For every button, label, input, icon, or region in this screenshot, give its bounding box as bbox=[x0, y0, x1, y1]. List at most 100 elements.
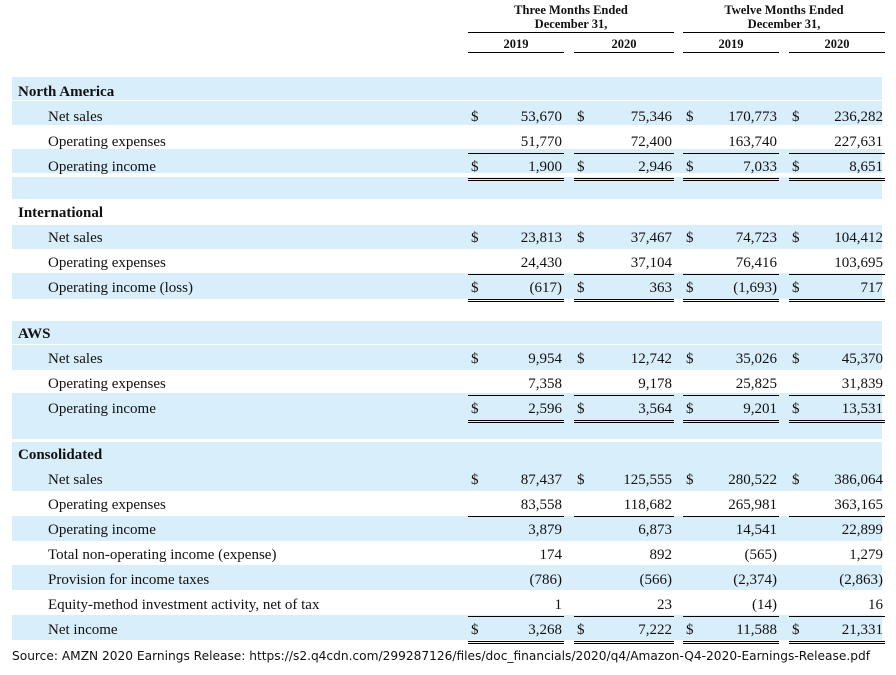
table-row: Provision for income taxes (786) (566) (2,3… bbox=[0, 568, 896, 593]
section-title: Consolidated bbox=[18, 447, 103, 463]
cell-value: 16 bbox=[868, 597, 883, 613]
value-cell: 6,873 bbox=[574, 522, 674, 541]
row-label: Operating expenses bbox=[48, 134, 166, 150]
currency-symbol: $ bbox=[792, 230, 800, 246]
value-cell: 227,631 bbox=[789, 134, 885, 154]
currency-symbol: $ bbox=[471, 280, 479, 296]
value-cell: $ (1,693) bbox=[683, 280, 779, 302]
cell-value: 3,879 bbox=[528, 522, 562, 538]
cell-value: 9,201 bbox=[743, 401, 777, 417]
table-row: Operating income (loss) $ (617) $363 $ (1,693… bbox=[0, 276, 896, 302]
header-group-subtitle: December 31, bbox=[534, 17, 608, 31]
table-row: Net sales $87,437 $125,555 $280,522 $386,064 bbox=[0, 468, 896, 493]
value-cell: $7,033 bbox=[683, 159, 779, 181]
cell-value: 13,531 bbox=[841, 401, 883, 417]
cell-value: 2,596 bbox=[528, 401, 562, 417]
section-header: North America bbox=[0, 80, 896, 105]
value-cell: (2,863) bbox=[789, 572, 885, 591]
row-stripe bbox=[12, 273, 882, 299]
currency-symbol: $ bbox=[686, 351, 694, 367]
value-cell: $23,813 bbox=[468, 230, 564, 249]
value-cell: 265,981 bbox=[683, 497, 779, 517]
value-cell: $9,954 bbox=[468, 351, 564, 370]
cell-value: 9,178 bbox=[638, 376, 672, 392]
value-cell: $363 bbox=[574, 280, 674, 302]
cell-value: 74,723 bbox=[735, 230, 777, 246]
currency-symbol: $ bbox=[577, 159, 585, 175]
table-row: Net income $3,268 $7,222 $11,588 $21,331 bbox=[0, 618, 896, 644]
value-cell: $8,651 bbox=[789, 159, 885, 181]
currency-symbol: $ bbox=[686, 622, 694, 638]
cell-value: 104,412 bbox=[834, 230, 883, 246]
currency-symbol: $ bbox=[577, 622, 585, 638]
currency-symbol: $ bbox=[792, 351, 800, 367]
header-group-title: Three Months Ended bbox=[514, 3, 628, 17]
value-cell: $2,596 bbox=[468, 401, 564, 423]
row-stripe bbox=[12, 77, 882, 100]
row-stripe bbox=[12, 615, 882, 640]
section-title: AWS bbox=[18, 326, 51, 342]
value-cell: 76,416 bbox=[683, 255, 779, 275]
value-cell: (565) bbox=[683, 547, 779, 566]
cell-value: 170,773 bbox=[728, 109, 777, 125]
value-cell: 22,899 bbox=[789, 522, 885, 541]
row-stripe bbox=[12, 101, 882, 125]
value-cell: 14,541 bbox=[683, 522, 779, 541]
value-cell: (2,374) bbox=[683, 572, 779, 591]
currency-symbol: $ bbox=[471, 472, 479, 488]
currency-symbol: $ bbox=[792, 472, 800, 488]
cell-value: 83,558 bbox=[520, 497, 562, 513]
year-header: 2020 bbox=[824, 37, 850, 51]
value-cell: $236,282 bbox=[789, 109, 885, 128]
cell-value: 892 bbox=[649, 547, 673, 563]
currency-symbol: $ bbox=[471, 351, 479, 367]
row-label: Net sales bbox=[48, 472, 103, 488]
cell-value: 14,541 bbox=[735, 522, 777, 538]
value-cell: $35,026 bbox=[683, 351, 779, 370]
value-cell: 103,695 bbox=[789, 255, 885, 275]
value-cell: (14) bbox=[683, 597, 779, 617]
value-cell: (786) bbox=[468, 572, 564, 591]
currency-symbol: $ bbox=[792, 280, 800, 296]
currency-symbol: $ bbox=[577, 472, 585, 488]
cell-value: 3,564 bbox=[638, 401, 672, 417]
cell-value: 9,954 bbox=[528, 351, 562, 367]
row-stripe bbox=[12, 516, 882, 541]
value-cell: $45,370 bbox=[789, 351, 885, 370]
currency-symbol: $ bbox=[471, 622, 479, 638]
value-cell: 16 bbox=[789, 597, 885, 617]
table-row: Operating expenses 83,558 118,682 265,981 36… bbox=[0, 493, 896, 518]
currency-symbol: $ bbox=[792, 159, 800, 175]
cell-value: 265,981 bbox=[728, 497, 777, 513]
cell-value: 25,825 bbox=[735, 376, 777, 392]
value-cell: $87,437 bbox=[468, 472, 564, 491]
cell-value: 87,437 bbox=[520, 472, 562, 488]
cell-value: (2,374) bbox=[733, 572, 777, 588]
cell-value: 1 bbox=[554, 597, 563, 613]
cell-value: 717 bbox=[860, 280, 884, 296]
row-stripe bbox=[12, 393, 882, 419]
cell-value: 23 bbox=[657, 597, 672, 613]
row-label: Provision for income taxes bbox=[48, 572, 210, 588]
cell-value: (14) bbox=[752, 597, 777, 613]
row-stripe bbox=[12, 345, 882, 370]
header-group-title: Twelve Months Ended bbox=[724, 3, 844, 17]
value-cell: 3,879 bbox=[468, 522, 564, 541]
cell-value: (566) bbox=[639, 572, 673, 588]
header-group-three-months: Three Months Ended December 31, bbox=[468, 3, 674, 33]
currency-symbol: $ bbox=[792, 109, 800, 125]
currency-symbol: $ bbox=[577, 401, 585, 417]
currency-symbol: $ bbox=[471, 109, 479, 125]
currency-symbol: $ bbox=[577, 280, 585, 296]
currency-symbol: $ bbox=[792, 622, 800, 638]
cell-value: 8,651 bbox=[849, 159, 883, 175]
row-label: Operating income bbox=[48, 522, 156, 538]
year-header: 2019 bbox=[503, 37, 529, 51]
section-header: International bbox=[0, 201, 896, 226]
cell-value: 11,588 bbox=[736, 622, 777, 638]
cell-value: 22,899 bbox=[841, 522, 883, 538]
cell-value: 227,631 bbox=[834, 134, 883, 150]
currency-symbol: $ bbox=[471, 401, 479, 417]
value-cell: $7,222 bbox=[574, 622, 674, 644]
table-row: Operating income 3,879 6,873 14,541 22,899 bbox=[0, 518, 896, 543]
